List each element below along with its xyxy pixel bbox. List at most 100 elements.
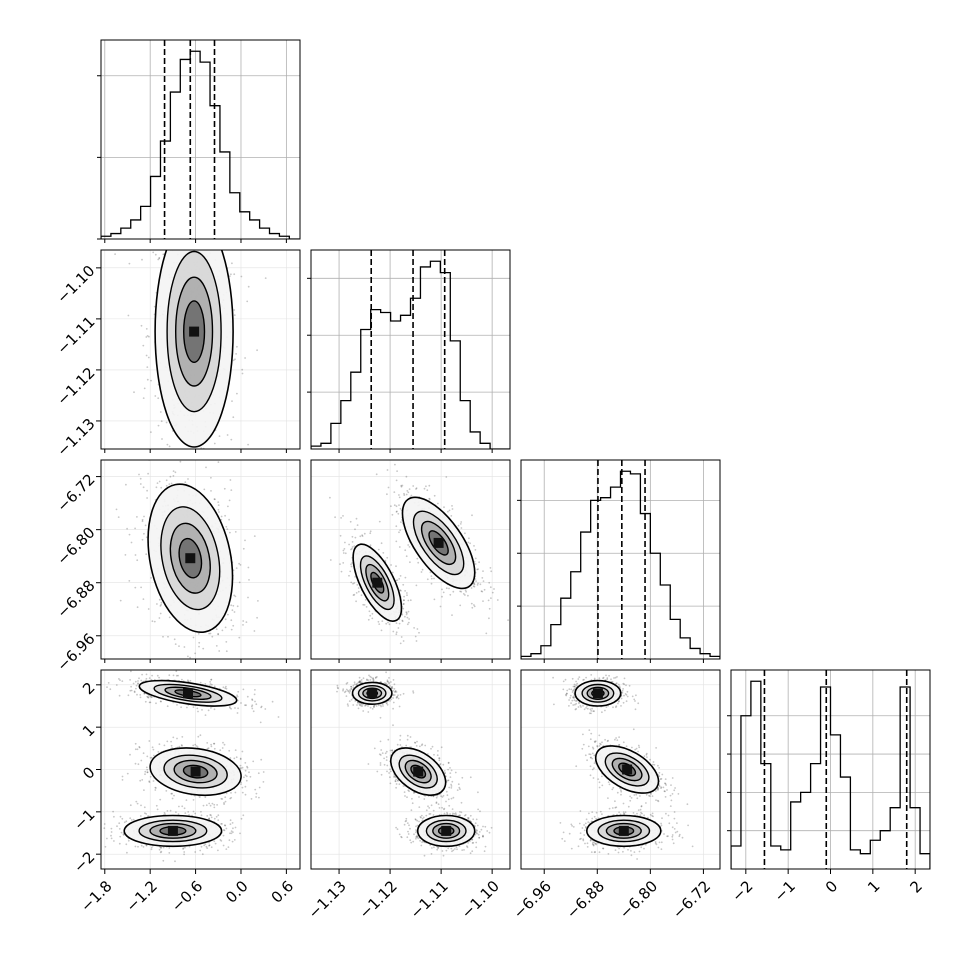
pair-2-1-point [371, 618, 373, 620]
pair-2-0-point [175, 643, 177, 645]
pair-3-1-point [350, 688, 352, 690]
pair-2-1-point [443, 592, 445, 594]
pair-3-0-point [173, 795, 175, 797]
pair-2-1-point [396, 470, 398, 472]
pair-2-0-point [231, 629, 233, 631]
pair-3-1-point [392, 708, 394, 710]
pair-2-1-point [398, 627, 400, 629]
pair-2-1-point [471, 514, 473, 516]
pair-1-0-point [255, 465, 257, 467]
pair-1-0-point [216, 452, 218, 454]
pair-3-0-point [251, 798, 253, 800]
pair-3-0-point [245, 786, 247, 788]
pair-1-0-point [167, 185, 169, 187]
pair-2-0-point [169, 617, 171, 619]
pair-2-1-point [370, 530, 372, 532]
pair-2-1-point [388, 487, 390, 489]
pair-2-0-point [135, 554, 137, 556]
pair-2-1-point [348, 544, 350, 546]
pair-3-0-point [220, 840, 222, 842]
pair-3-0-point [135, 748, 137, 750]
pair-1-0-point [157, 233, 159, 235]
pair-3-1-point [389, 685, 391, 687]
pair-3-0-point [171, 745, 173, 747]
pair-2-0-point [134, 587, 136, 589]
pair-2-1-point [396, 511, 398, 513]
pair-2-1-point [341, 571, 343, 573]
pair-3-0-point [120, 816, 122, 818]
pair-2-1-point [481, 577, 483, 579]
pair-2-0-point [116, 509, 118, 511]
pair-1-0-point [174, 180, 176, 182]
pair-2-0-point [210, 477, 212, 479]
pair-3-0-point [140, 815, 142, 817]
pair-3-0-point [146, 674, 148, 676]
pair-3-0-point [178, 806, 180, 808]
pair-3-0-point [234, 707, 236, 709]
pair-3-0-point [181, 744, 183, 746]
pair-1-0-point [146, 328, 148, 330]
pair-2-0-point [257, 600, 259, 602]
pair-1-0-point [200, 166, 202, 168]
pair-2-1-point [386, 493, 388, 495]
pair-3-0-point [111, 838, 113, 840]
pair-3-0-point [154, 787, 156, 789]
pair-3-0-point [118, 678, 120, 680]
pair-2-1-point [409, 561, 411, 563]
pair-2-1-point [404, 616, 406, 618]
pair-2-0-point [203, 489, 205, 491]
pair-3-0-point [135, 763, 137, 765]
pair-2-1-point [349, 571, 351, 573]
pair-2-0-point [216, 645, 218, 647]
pair-1-0-point [161, 420, 163, 422]
pair-3-0-point [254, 694, 256, 696]
pair-3-0-point [232, 827, 234, 829]
pair-3-0-point [146, 767, 148, 769]
pair-3-0-point [170, 793, 172, 795]
pair-3-0-point [159, 743, 161, 745]
pair-panel-3-0 [95, 670, 310, 869]
hist-2-steps [521, 471, 720, 659]
pair-3-0-point [155, 702, 157, 704]
pair-2-0-point [168, 483, 170, 485]
pair-2-0-core-0 [185, 553, 195, 563]
pair-3-0-point [150, 776, 152, 778]
pair-2-0-point [146, 497, 148, 499]
pair-3-0-point [224, 687, 226, 689]
pair-3-0-point [211, 817, 213, 819]
pair-2-1-point [400, 521, 402, 523]
pair-2-1-point [394, 464, 396, 466]
pair-3-0-point [211, 679, 213, 681]
pair-1-0-point [179, 474, 181, 476]
pair-3-0-point [109, 688, 111, 690]
pair-3-0-point [213, 804, 215, 806]
pair-3-0-point [180, 706, 182, 708]
pair-3-0-point [237, 707, 239, 709]
pair-3-0-point [230, 708, 232, 710]
pair-2-0-point [193, 637, 195, 639]
pair-2-1-point [460, 523, 462, 525]
pair-1-0-point [179, 201, 181, 203]
pair-1-0-point [224, 242, 226, 244]
pair-3-0-point [229, 839, 231, 841]
pair-3-0-point [235, 792, 237, 794]
pair-2-1-point [488, 582, 490, 584]
pair-2-0-point [247, 597, 249, 599]
pair-1-0-point [227, 231, 229, 233]
pair-3-0-point [223, 686, 225, 688]
pair-2-0-point [243, 548, 245, 550]
pair-3-0-point [172, 737, 174, 739]
pair-3-0-point [129, 679, 131, 681]
pair-3-0-core-1 [191, 767, 201, 777]
pair-2-1-point [411, 495, 413, 497]
pair-2-1-point [390, 564, 392, 566]
pair-2-0-point [218, 509, 220, 511]
pair-2-1-point [406, 592, 408, 594]
pair-3-0-point [145, 701, 147, 703]
pair-2-1-point [422, 569, 424, 571]
pair-1-0-point [181, 240, 183, 242]
pair-3-0-point [234, 839, 236, 841]
pair-3-0-point [176, 675, 178, 677]
pair-1-0-point [144, 388, 146, 390]
pair-2-0-point [143, 486, 145, 488]
